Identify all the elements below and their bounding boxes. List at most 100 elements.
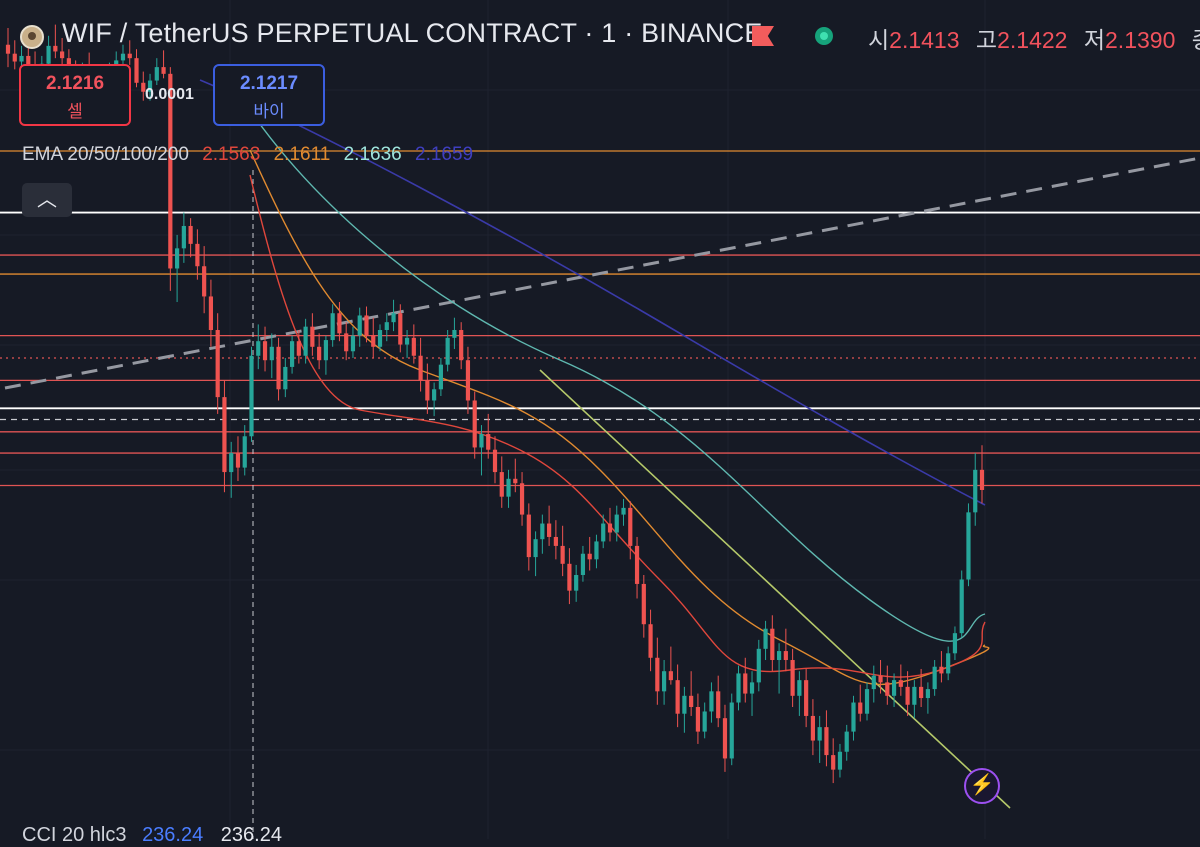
candle-body — [952, 633, 958, 654]
candle-body — [817, 727, 822, 741]
candlesticks — [5, 24, 985, 784]
lightning-icon[interactable]: ⚡ — [964, 768, 1000, 804]
candle-body — [587, 553, 592, 560]
candle-body — [749, 682, 755, 694]
candle-body — [743, 673, 748, 694]
candle-body — [202, 266, 207, 297]
buy-button[interactable]: 2.1217 바이 — [213, 64, 325, 126]
candle-body — [384, 322, 389, 331]
candle-body — [242, 436, 247, 468]
candle-body — [120, 53, 126, 61]
cci-value-a: 236.24 — [142, 824, 204, 846]
candle-body — [459, 330, 464, 361]
candle-body — [547, 523, 552, 537]
candle-body — [371, 335, 376, 347]
market-status-dot-icon[interactable] — [815, 27, 833, 45]
candle-body — [824, 727, 829, 756]
ohlc-readout: 시2.1413 고2.1422 저2.1390 종 — [868, 21, 1200, 55]
candle-body — [154, 67, 159, 81]
candle-body — [689, 695, 694, 707]
candle-body — [506, 478, 511, 497]
candle-body — [12, 53, 17, 62]
red-flag-icon[interactable] — [752, 26, 774, 46]
candle-body — [885, 682, 890, 696]
candle-body — [452, 330, 457, 338]
candle-body — [134, 58, 139, 83]
candle-body — [560, 545, 565, 564]
candle-body — [262, 341, 268, 361]
coin-logo-icon — [20, 25, 44, 49]
candle-body — [567, 563, 572, 591]
candle-body — [296, 341, 301, 356]
candle-body — [533, 539, 538, 558]
candle-body — [492, 449, 498, 473]
candle-body — [445, 337, 450, 365]
candle-body — [276, 346, 281, 390]
candle-body — [215, 330, 220, 398]
candle-body — [580, 553, 586, 575]
candle-body — [208, 296, 214, 331]
candle-body — [648, 624, 653, 658]
close-label: 종 — [1192, 27, 1200, 53]
candle-body — [249, 355, 254, 437]
candle-body — [702, 711, 707, 732]
candle-body — [168, 73, 173, 269]
candle-body — [188, 225, 193, 244]
candle-body — [175, 248, 180, 269]
open-value: 2.1413 — [889, 27, 960, 53]
candle-body — [19, 55, 24, 62]
candle-body — [695, 706, 701, 732]
candle-body — [235, 453, 241, 468]
candle-body — [147, 80, 153, 92]
collapse-legend-button[interactable]: ︿ — [22, 183, 72, 217]
candle-body — [269, 346, 274, 361]
ema-legend[interactable]: EMA 20/50/100/200 2.1563 2.1611 2.1636 2… — [22, 144, 481, 166]
candle-body — [350, 335, 356, 352]
sell-button[interactable]: 2.1216 셀 — [19, 64, 131, 126]
candle-body — [912, 686, 917, 705]
candle-body — [540, 523, 545, 540]
candle-body — [418, 355, 423, 381]
buy-label: 바이 — [253, 102, 285, 121]
candle-body — [655, 657, 660, 692]
candle-body — [628, 507, 633, 546]
candle-body — [959, 579, 964, 634]
candle-body — [289, 341, 295, 367]
ema-lines — [199, 79, 990, 686]
candle-body — [181, 225, 186, 249]
candle-body — [398, 313, 403, 345]
candle-body — [810, 715, 815, 741]
candle-body — [127, 53, 132, 59]
candle-body — [770, 628, 775, 661]
candle-body — [979, 469, 985, 490]
candle-body — [60, 51, 65, 59]
chart-header: WIF / TetherUS PERPETUAL CONTRACT · 1 · … — [0, 0, 1200, 70]
candle-body — [783, 651, 788, 661]
candle-body — [939, 666, 944, 674]
candle-body — [675, 680, 680, 714]
horizontal-levels — [0, 150, 1200, 487]
candle-body — [790, 660, 795, 696]
candle-body — [53, 45, 58, 52]
candle-body — [729, 702, 734, 759]
candle-body — [851, 702, 856, 732]
ema-200-line — [199, 79, 986, 506]
candle-body — [973, 469, 978, 513]
symbol-title[interactable]: WIF / TetherUS PERPETUAL CONTRACT · 1 · … — [62, 18, 763, 48]
candle-body — [668, 671, 673, 681]
cci-legend[interactable]: CCI 20 hlc3 236.24 236.24 — [22, 824, 282, 847]
candle-body — [871, 675, 876, 690]
candle-body — [905, 686, 910, 705]
candle-body — [330, 313, 335, 341]
candle-body — [391, 313, 396, 323]
candle-body — [472, 400, 477, 448]
high-value: 2.1422 — [997, 27, 1068, 53]
candle-body — [925, 689, 930, 699]
high-label: 고 — [975, 27, 998, 53]
low-label: 저 — [1083, 27, 1106, 53]
ema-50-line — [249, 149, 990, 686]
candle-body — [432, 389, 437, 401]
candle-body — [317, 346, 322, 361]
candle-body — [662, 671, 667, 692]
